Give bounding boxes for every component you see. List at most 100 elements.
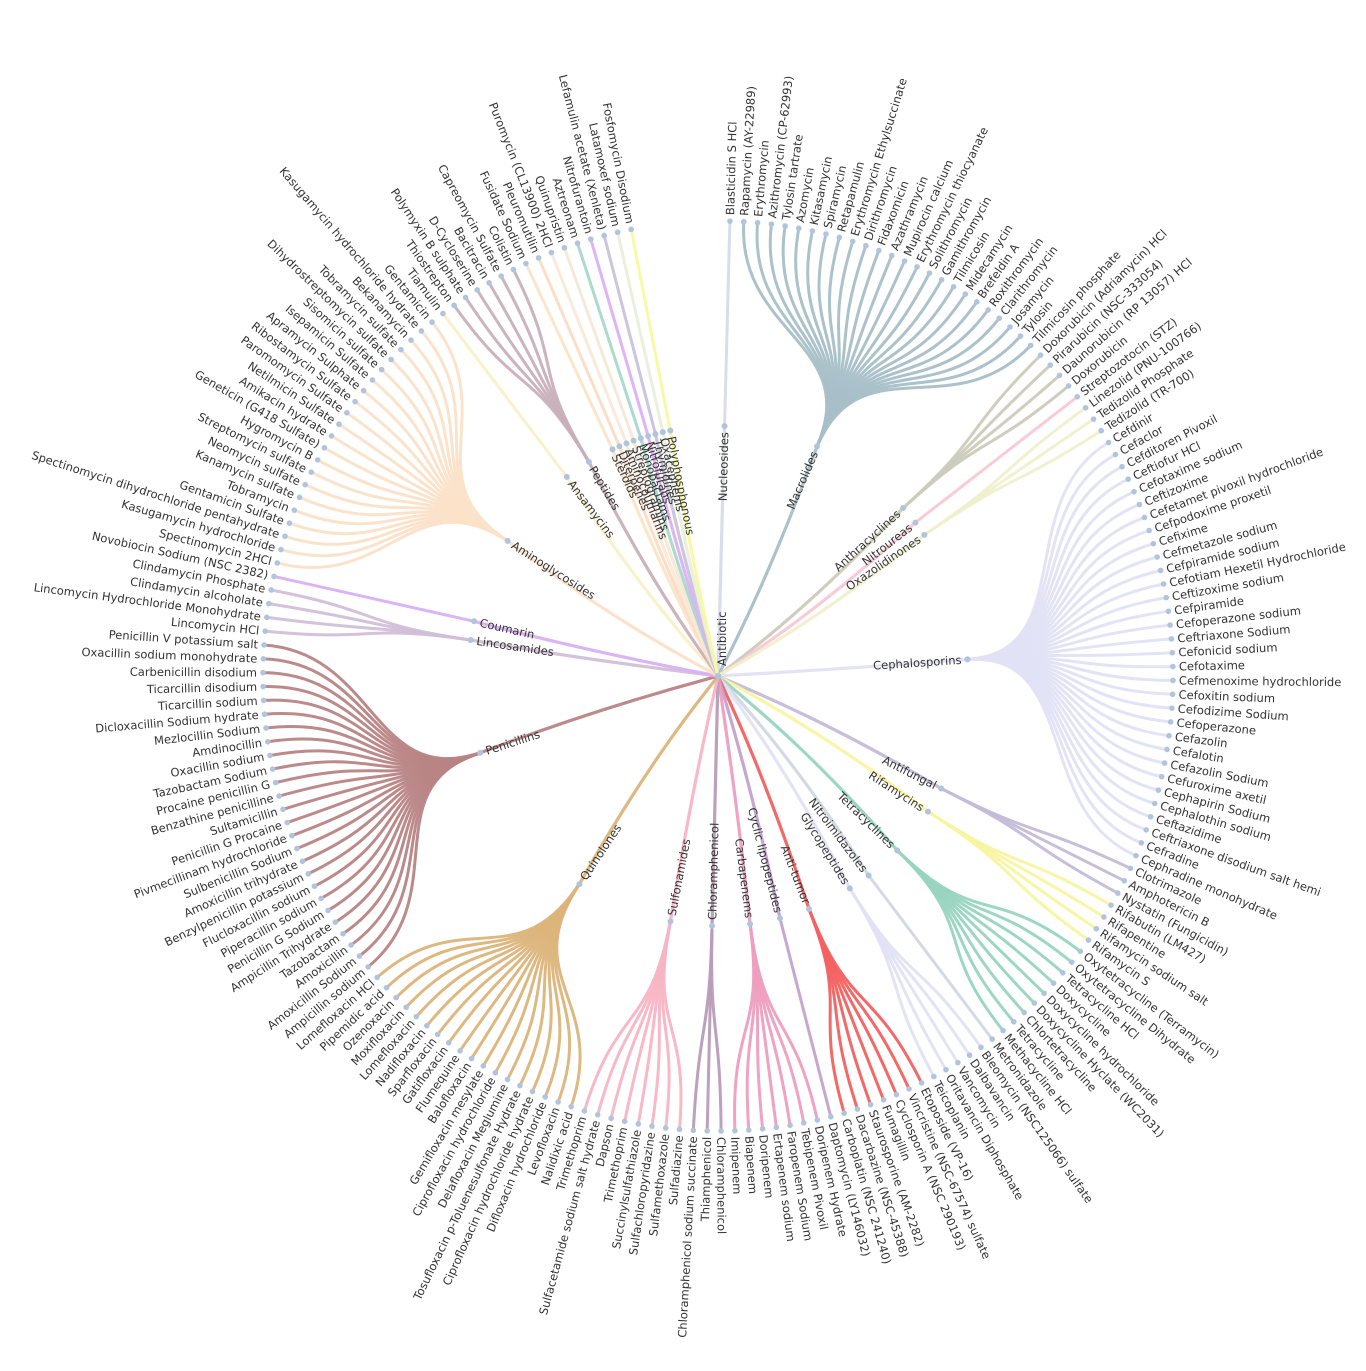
leaf-node[interactable]: [332, 919, 339, 926]
leaf-node[interactable]: [836, 234, 843, 241]
category-node[interactable]: [776, 915, 783, 922]
leaf-node[interactable]: [305, 871, 312, 877]
leaf-node[interactable]: [1065, 383, 1072, 389]
leaf-node[interactable]: [1170, 663, 1176, 670]
leaf-node[interactable]: [1170, 677, 1176, 684]
leaf-node[interactable]: [1150, 540, 1157, 547]
category-node[interactable]: [921, 531, 928, 538]
leaf-node[interactable]: [863, 242, 869, 249]
leaf-node[interactable]: [1169, 691, 1176, 698]
leaf-node[interactable]: [445, 1039, 452, 1046]
leaf-node[interactable]: [1085, 937, 1092, 943]
leaf-node[interactable]: [267, 752, 273, 759]
leaf-node[interactable]: [278, 546, 284, 553]
leaf-node[interactable]: [955, 1059, 961, 1066]
leaf-node[interactable]: [1047, 362, 1054, 368]
leaf-node[interactable]: [263, 725, 269, 731]
leaf-node[interactable]: [962, 291, 969, 297]
category-node[interactable]: [912, 519, 919, 526]
leaf-node[interactable]: [403, 1004, 409, 1011]
leaf-node[interactable]: [1147, 813, 1154, 820]
leaf-node[interactable]: [773, 1124, 780, 1131]
leaf-node[interactable]: [568, 1103, 574, 1110]
leaf-node[interactable]: [621, 1118, 628, 1125]
leaf-node[interactable]: [1154, 554, 1160, 560]
leaf-node[interactable]: [451, 302, 457, 309]
leaf-node[interactable]: [823, 231, 829, 237]
leaf-node[interactable]: [356, 953, 363, 959]
leaf-node[interactable]: [989, 1036, 995, 1042]
leaf-node[interactable]: [311, 883, 318, 890]
category-node[interactable]: [645, 432, 652, 439]
leaf-node[interactable]: [517, 1082, 523, 1089]
category-node[interactable]: [585, 458, 592, 465]
category-node[interactable]: [576, 881, 583, 888]
leaf-node[interactable]: [1141, 514, 1148, 521]
leaf-node[interactable]: [1077, 948, 1084, 955]
leaf-node[interactable]: [1168, 636, 1175, 642]
leaf-node[interactable]: [893, 1091, 900, 1098]
leaf-node[interactable]: [978, 1044, 984, 1051]
leaf-node[interactable]: [1167, 622, 1173, 628]
leaf-node[interactable]: [1131, 488, 1137, 495]
leaf-node[interactable]: [974, 299, 980, 305]
category-node[interactable]: [652, 430, 659, 437]
leaf-node[interactable]: [325, 907, 331, 914]
leaf-node[interactable]: [594, 1112, 601, 1118]
leaf-node[interactable]: [1169, 649, 1176, 656]
leaf-node[interactable]: [440, 310, 446, 317]
leaf-node[interactable]: [480, 1063, 487, 1069]
leaf-node[interactable]: [434, 1031, 441, 1038]
leaf-node[interactable]: [888, 252, 895, 259]
leaf-node[interactable]: [601, 232, 607, 239]
leaf-node[interactable]: [548, 249, 555, 256]
leaf-node[interactable]: [393, 994, 399, 1001]
leaf-node[interactable]: [383, 984, 390, 991]
category-node[interactable]: [900, 504, 907, 511]
leaf-node[interactable]: [828, 1113, 834, 1120]
leaf-node[interactable]: [614, 229, 621, 236]
leaf-node[interactable]: [344, 409, 350, 416]
leaf-node[interactable]: [1158, 773, 1165, 780]
leaf-node[interactable]: [388, 356, 394, 363]
leaf-node[interactable]: [854, 1106, 861, 1112]
category-node[interactable]: [894, 847, 901, 854]
leaf-node[interactable]: [985, 307, 991, 313]
leaf-node[interactable]: [264, 738, 271, 745]
leaf-node[interactable]: [268, 587, 275, 593]
category-node[interactable]: [865, 872, 872, 879]
leaf-node[interactable]: [261, 642, 267, 648]
leaf-node[interactable]: [340, 930, 346, 937]
leaf-node[interactable]: [260, 656, 267, 662]
leaf-node[interactable]: [271, 573, 277, 580]
leaf-node[interactable]: [413, 1013, 420, 1020]
leaf-node[interactable]: [1169, 705, 1175, 711]
leaf-node[interactable]: [504, 1076, 511, 1083]
leaf-node[interactable]: [943, 1066, 949, 1073]
leaf-node[interactable]: [1121, 878, 1128, 884]
leaf-node[interactable]: [782, 223, 788, 229]
leaf-node[interactable]: [1160, 581, 1167, 587]
leaf-node[interactable]: [662, 1125, 669, 1131]
leaf-node[interactable]: [759, 1126, 766, 1132]
leaf-node[interactable]: [1074, 393, 1081, 400]
leaf-node[interactable]: [676, 1126, 683, 1133]
leaf-node[interactable]: [918, 1080, 925, 1086]
leaf-node[interactable]: [814, 1117, 821, 1123]
leaf-node[interactable]: [1021, 1009, 1027, 1016]
leaf-node[interactable]: [796, 225, 802, 232]
leaf-node[interactable]: [260, 697, 267, 704]
leaf-node[interactable]: [378, 366, 385, 373]
leaf-node[interactable]: [1143, 827, 1149, 833]
leaf-node[interactable]: [429, 319, 435, 325]
leaf-node[interactable]: [1037, 352, 1044, 358]
leaf-node[interactable]: [408, 337, 414, 343]
leaf-node[interactable]: [276, 793, 282, 799]
leaf-node[interactable]: [369, 377, 376, 383]
category-node[interactable]: [467, 637, 474, 644]
category-node[interactable]: [721, 423, 728, 430]
leaf-node[interactable]: [261, 711, 268, 718]
leaf-node[interactable]: [635, 1121, 642, 1127]
leaf-node[interactable]: [302, 481, 308, 488]
leaf-node[interactable]: [906, 1086, 912, 1092]
